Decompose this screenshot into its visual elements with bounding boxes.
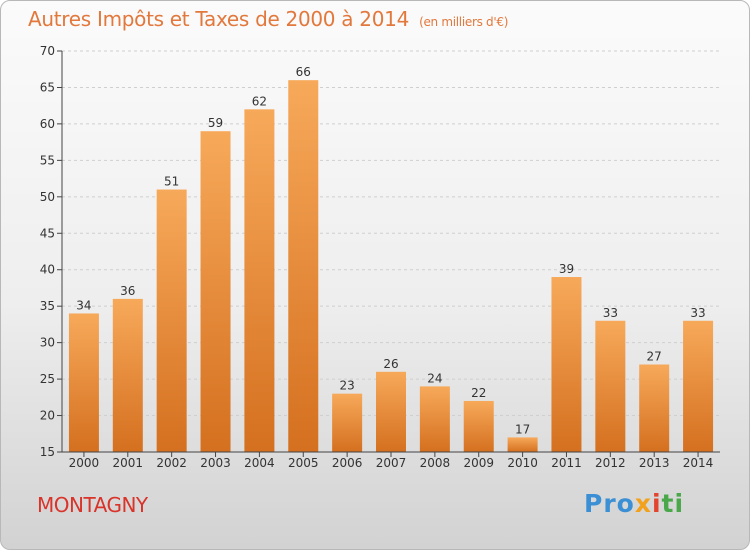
- data-label: 34: [76, 298, 91, 312]
- x-tick-label: 2001: [113, 456, 144, 470]
- x-tick-label: 2012: [595, 456, 626, 470]
- x-tick-label: 2007: [376, 456, 407, 470]
- y-tick-label: 25: [40, 372, 55, 386]
- data-label: 33: [690, 306, 705, 320]
- x-tick-label: 2000: [69, 456, 100, 470]
- data-label: 22: [471, 386, 486, 400]
- y-tick-label: 50: [40, 190, 55, 204]
- bar: [419, 386, 450, 452]
- data-label: 59: [208, 116, 223, 130]
- x-tick-label: 2008: [420, 456, 451, 470]
- data-label: 51: [164, 175, 179, 189]
- data-label: 39: [559, 262, 574, 276]
- bars: [68, 80, 714, 452]
- y-tick-label: 60: [40, 117, 55, 131]
- bar: [595, 320, 626, 452]
- logo-part: Pro: [584, 489, 635, 518]
- x-tick-label: 2005: [288, 456, 319, 470]
- x-tick-label: 2013: [639, 456, 670, 470]
- bar: [68, 313, 99, 452]
- x-tick-label: 2003: [200, 456, 231, 470]
- data-label: 27: [647, 350, 662, 364]
- y-tick-label: 55: [40, 153, 55, 167]
- x-tick-label: 2009: [463, 456, 494, 470]
- proxiti-logo: Proxiti: [584, 489, 684, 518]
- chart-unit: (en milliers d'€): [419, 15, 509, 29]
- data-label: 26: [383, 357, 398, 371]
- logo-part: ti: [661, 489, 685, 518]
- x-tick-label: 2002: [156, 456, 187, 470]
- data-label: 17: [515, 422, 530, 436]
- bar: [112, 298, 143, 452]
- bar: [332, 393, 363, 452]
- y-tick-label: 15: [40, 445, 55, 459]
- bar: [463, 400, 494, 452]
- x-tick-label: 2010: [507, 456, 538, 470]
- x-tick-label: 2014: [683, 456, 714, 470]
- data-label: 33: [603, 306, 618, 320]
- y-tick-label: 20: [40, 409, 55, 423]
- x-tick-label: 2004: [244, 456, 275, 470]
- bar: [200, 131, 231, 452]
- data-label: 36: [120, 284, 135, 298]
- bar: [156, 189, 187, 452]
- y-tick-label: 30: [40, 336, 55, 350]
- chart-title-text: Autres Impôts et Taxes de 2000 à 2014: [28, 7, 409, 31]
- x-tick-label: 2011: [551, 456, 582, 470]
- labels: 15 20 25 30 35 40 45 50 55 60 65 70 34 2000 36 2001 51 20…: [40, 44, 714, 470]
- bar: [244, 109, 275, 452]
- bar: [376, 371, 406, 452]
- data-label: 66: [296, 65, 311, 79]
- logo-part: x: [634, 489, 652, 518]
- data-label: 62: [252, 94, 267, 108]
- y-tick-label: 40: [40, 263, 55, 277]
- place-name: MONTAGNY: [37, 493, 148, 517]
- y-tick-label: 70: [40, 44, 55, 58]
- data-label: 23: [339, 379, 354, 393]
- bar: [551, 277, 582, 452]
- bar: [639, 364, 670, 452]
- axes: [57, 50, 720, 457]
- y-tick-label: 35: [40, 299, 55, 313]
- data-label: 24: [427, 371, 442, 385]
- logo-part: i: [651, 489, 662, 518]
- x-tick-label: 2006: [332, 456, 363, 470]
- bar: [288, 80, 319, 452]
- y-tick-label: 45: [40, 226, 55, 240]
- chart-title: Autres Impôts et Taxes de 2000 à 2014 (e…: [28, 7, 508, 31]
- bar: [507, 437, 538, 452]
- y-tick-label: 65: [40, 80, 55, 94]
- bar: [683, 320, 714, 452]
